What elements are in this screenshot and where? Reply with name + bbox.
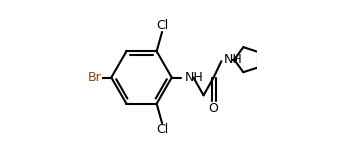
Text: NH: NH (185, 71, 204, 84)
Text: Cl: Cl (156, 123, 168, 136)
Text: Br: Br (88, 71, 102, 84)
Text: NH: NH (224, 53, 242, 66)
Text: O: O (209, 102, 219, 115)
Text: Cl: Cl (156, 19, 168, 32)
